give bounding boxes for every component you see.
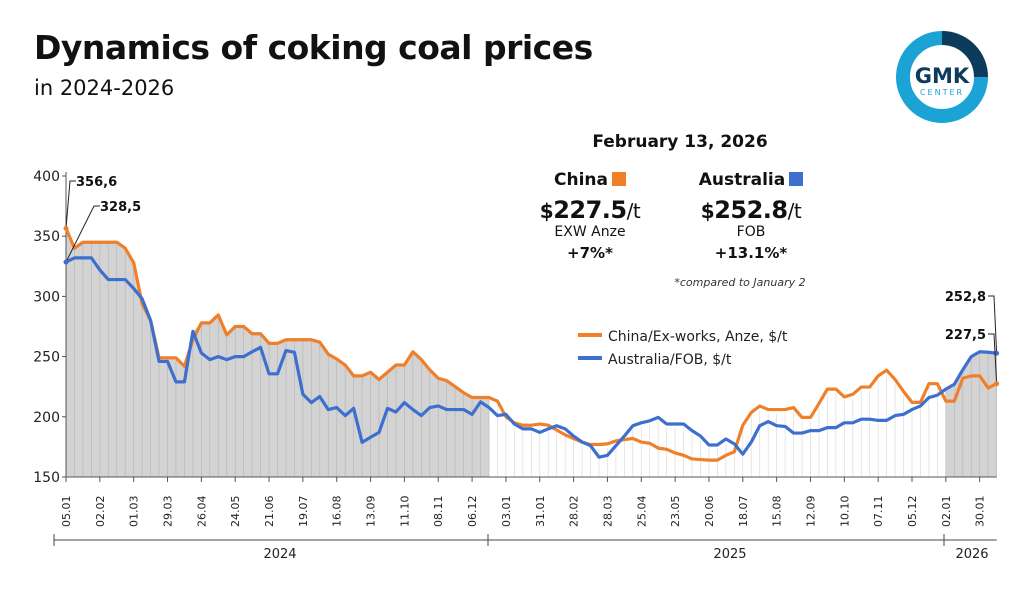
- x-tick-label: 18.07: [737, 496, 750, 528]
- x-tick-label: 26.04: [195, 496, 208, 528]
- x-tick-label: 20.06: [703, 496, 716, 528]
- x-tick-label: 28.03: [601, 496, 614, 528]
- year-label: 2025: [713, 547, 746, 562]
- china-color-square-icon: [611, 172, 626, 186]
- australia-currency: $: [700, 199, 715, 223]
- annotation-point: [63, 259, 69, 265]
- x-tick-label: 05.12: [906, 496, 919, 528]
- annotation-leader: [988, 295, 998, 354]
- annotation-label: 227,5: [945, 328, 986, 343]
- x-tick-label: 19.07: [297, 496, 310, 528]
- x-tick-label: 13.09: [365, 496, 378, 528]
- annotation-leader: [65, 180, 76, 229]
- x-tick-label: 10.10: [838, 496, 851, 528]
- legend-china-swatch: [578, 333, 602, 337]
- annotation-label: 356,6: [76, 175, 117, 190]
- x-tick-label: 12.09: [804, 496, 817, 528]
- legend-item-australia: Australia/FOB, $/t: [578, 352, 731, 368]
- x-tick-label: 29.03: [162, 496, 175, 528]
- annotation-point: [994, 381, 1000, 387]
- x-tick-label: 15.08: [771, 496, 784, 528]
- summary-date: February 13, 2026: [592, 132, 768, 152]
- china-summary: China $227.5/t EXW Anze +7%*: [530, 170, 650, 262]
- x-tick-label: 24.05: [229, 496, 242, 528]
- china-price: 227.5: [553, 196, 627, 224]
- x-tick-label: 03.01: [500, 496, 513, 528]
- x-tick-label: 01.03: [128, 496, 141, 528]
- x-tick-label: 06.12: [466, 496, 479, 528]
- china-unit: /t: [626, 199, 641, 223]
- australia-basis: FOB: [736, 224, 766, 240]
- legend-china-label: China/Ex-works, Anze, $/t: [608, 329, 788, 345]
- china-change: +7%*: [567, 244, 613, 262]
- x-tick-label: 08.11: [432, 496, 445, 528]
- legend-item-china: China/Ex-works, Anze, $/t: [578, 329, 787, 345]
- x-tick-label: 16.08: [331, 496, 344, 528]
- x-tick-label: 23.05: [669, 496, 682, 528]
- page-subtitle: in 2024-2026: [34, 76, 175, 100]
- australia-price: 252.8: [714, 196, 788, 224]
- x-tick-label: 02.02: [94, 496, 107, 528]
- x-tick-label: 31.01: [534, 496, 547, 528]
- y-tick-label: 150: [33, 470, 60, 486]
- china-currency: $: [539, 199, 554, 223]
- y-tick-label: 250: [33, 350, 60, 366]
- x-tick-label: 05.01: [60, 496, 73, 528]
- year-label: 2026: [955, 547, 988, 562]
- gmk-center-logo: GMK CENTER: [896, 31, 988, 123]
- australia-change: +13.1%*: [714, 244, 788, 262]
- x-tick-label: 02.01: [940, 496, 953, 528]
- logo-sub-text: CENTER: [920, 88, 964, 97]
- australia-summary: Australia $252.8/t FOB +13.1%*: [686, 170, 816, 262]
- annotation-label: 252,8: [945, 290, 986, 305]
- legend-australia-label: Australia/FOB, $/t: [608, 352, 732, 368]
- australia-color-square-icon: [789, 172, 804, 186]
- y-tick-label: 400: [33, 169, 60, 185]
- x-tick-label: 11.10: [398, 496, 411, 528]
- year-label: 2024: [263, 547, 296, 562]
- y-tick-label: 350: [33, 229, 60, 245]
- australia-label: Australia: [698, 170, 786, 190]
- annotation-point: [63, 225, 69, 231]
- legend-australia-swatch: [578, 356, 602, 360]
- annotation-leader: [65, 205, 100, 263]
- annotation-leader: [988, 333, 998, 384]
- x-tick-label: 30.01: [974, 496, 987, 528]
- x-tick-label: 21.06: [263, 496, 276, 528]
- x-tick-label: 25.04: [635, 496, 648, 528]
- australia-unit: /t: [787, 199, 802, 223]
- comparison-note: *compared to January 2: [674, 276, 806, 289]
- china-exworks-line: [64, 227, 998, 462]
- x-tick-label: 28.02: [568, 496, 581, 528]
- china-basis: EXW Anze: [554, 224, 626, 240]
- logo-main-text: GMK: [915, 64, 970, 88]
- china-label: China: [554, 170, 608, 190]
- australia-fob-line: [65, 256, 997, 459]
- y-tick-label: 300: [33, 289, 60, 305]
- page-title: Dynamics of coking coal prices: [34, 28, 593, 67]
- x-tick-label: 07.11: [872, 496, 885, 528]
- y-tick-label: 200: [33, 410, 60, 426]
- annotation-label: 328,5: [100, 200, 141, 215]
